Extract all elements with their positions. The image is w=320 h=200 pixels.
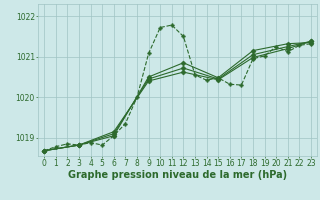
X-axis label: Graphe pression niveau de la mer (hPa): Graphe pression niveau de la mer (hPa)	[68, 170, 287, 180]
